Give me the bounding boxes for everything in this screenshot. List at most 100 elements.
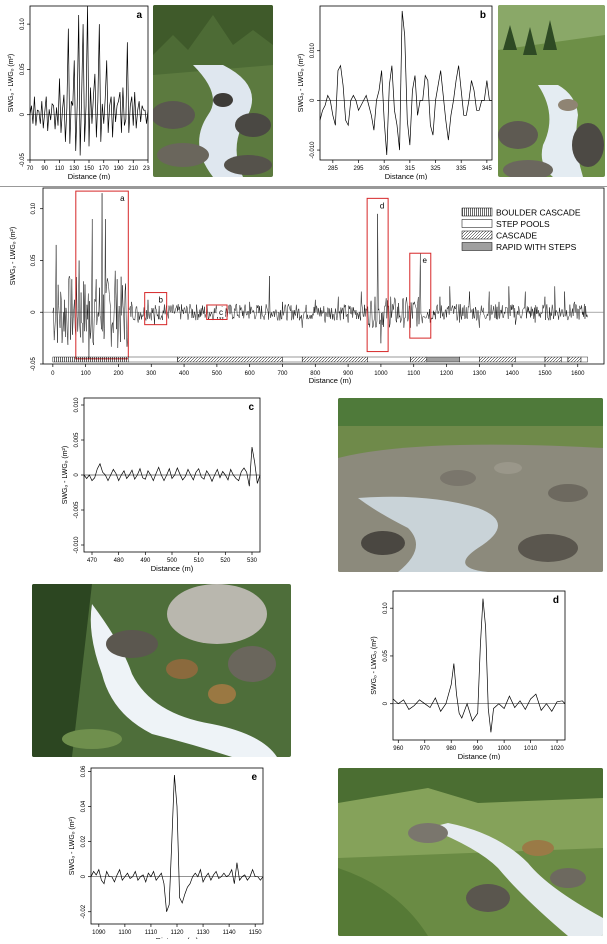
x-tick-label: 230 xyxy=(143,166,150,172)
x-tick-label: 70 xyxy=(27,166,34,172)
x-tick-label: 600 xyxy=(245,371,256,377)
chart-a: 7090110130150170190210230-0.0500.050.10D… xyxy=(0,0,150,180)
morphology-segment-step-pools xyxy=(282,357,302,362)
legend-swatch xyxy=(462,243,492,251)
y-tick-label: -0.05 xyxy=(20,153,26,167)
x-tick-label: 110 xyxy=(55,166,65,172)
x-tick-label: 970 xyxy=(420,746,431,752)
x-tick-label: 1300 xyxy=(473,371,487,377)
y-axis-label: SWGₒ - LWGₒ (m²) xyxy=(371,636,378,694)
morphology-segment-step-pools xyxy=(581,357,588,362)
y-tick-label: 0.02 xyxy=(81,835,87,847)
y-tick-label: 0 xyxy=(81,874,87,878)
x-tick-label: 295 xyxy=(353,166,364,172)
mountain-stream-photo xyxy=(338,768,603,936)
plot-frame xyxy=(393,591,565,740)
y-tick-label: -0.010 xyxy=(310,141,316,159)
x-axis-label: Distance (m) xyxy=(68,172,111,180)
morphology-segment-cascade xyxy=(545,357,561,362)
morphology-segment-cascade xyxy=(568,357,581,362)
legend-swatch xyxy=(462,231,492,239)
x-tick-label: 1600 xyxy=(571,371,585,377)
y-axis-label: SWGₒ - LWGₒ (m²) xyxy=(10,227,17,285)
highlight-label: b xyxy=(158,296,163,305)
x-tick-label: 520 xyxy=(220,558,231,564)
y-tick-label: 0 xyxy=(383,701,389,705)
x-axis-label: Distance (m) xyxy=(151,564,194,573)
y-tick-label: 0.10 xyxy=(20,18,26,30)
y-tick-label: 0 xyxy=(20,112,26,116)
x-tick-label: 980 xyxy=(446,746,457,752)
x-tick-label: 90 xyxy=(41,166,48,172)
morphology-segment-step-pools xyxy=(561,357,568,362)
x-tick-label: 100 xyxy=(81,371,92,377)
y-tick-label: -0.010 xyxy=(74,536,80,554)
highlight-label: a xyxy=(120,194,125,203)
photo-b xyxy=(498,5,605,177)
x-tick-label: 480 xyxy=(114,558,125,564)
x-tick-label: 500 xyxy=(212,371,223,377)
legend-swatch xyxy=(462,220,492,228)
highlight-label: c xyxy=(219,308,223,317)
legend-label: BOULDER CASCADE xyxy=(496,208,581,218)
x-tick-label: 325 xyxy=(431,166,442,172)
mountain-stream-photo xyxy=(153,5,273,177)
legend-label: RAPID WITH STEPS xyxy=(496,242,577,252)
panel-a: 7090110130150170190210230-0.0500.050.10D… xyxy=(0,0,150,180)
morphology-segment-step-pools xyxy=(460,357,480,362)
morphology-segment-cascade xyxy=(410,357,426,362)
panel-letter: e xyxy=(251,772,257,783)
panel-letter: a xyxy=(136,10,142,21)
x-tick-label: 1400 xyxy=(505,371,519,377)
x-axis-label: Distance (m) xyxy=(385,172,428,180)
y-tick-label: 0 xyxy=(31,310,37,314)
x-tick-label: 1010 xyxy=(524,746,538,752)
y-tick-label: 0.10 xyxy=(31,202,37,214)
plot-frame xyxy=(91,768,263,924)
y-tick-label: 0.010 xyxy=(310,43,316,59)
morphology-segment-cascade xyxy=(178,357,283,362)
y-axis-label: SWGₒ - LWGₒ (m²) xyxy=(62,446,69,504)
legend-swatch xyxy=(462,208,492,216)
y-tick-label: 0 xyxy=(74,473,80,477)
x-tick-label: 510 xyxy=(194,558,205,564)
x-tick-label: 1140 xyxy=(223,930,237,936)
mountain-stream-photo xyxy=(498,5,605,177)
x-tick-label: 960 xyxy=(393,746,404,752)
morphology-segment-step-pools xyxy=(128,357,177,362)
x-tick-label: 190 xyxy=(113,166,124,172)
morphology-segment-step-pools xyxy=(368,357,411,362)
waterfall-photo xyxy=(32,584,291,757)
x-axis-label: Distance (m) xyxy=(458,752,501,760)
legend-label: STEP POOLS xyxy=(496,219,550,229)
morphology-segment-cascade xyxy=(302,357,368,362)
x-tick-label: 400 xyxy=(179,371,190,377)
panel-letter: b xyxy=(480,10,486,21)
mountain-stream-photo xyxy=(338,398,603,572)
x-tick-label: 345 xyxy=(482,166,493,172)
y-tick-label: 0.005 xyxy=(74,432,80,448)
y-axis-label: SWGₒ - LWGₒ (m²) xyxy=(69,817,76,875)
x-tick-label: 1200 xyxy=(440,371,454,377)
x-tick-label: 1100 xyxy=(118,930,132,936)
data-series-line xyxy=(320,11,492,155)
data-series-line xyxy=(91,775,263,912)
y-tick-label: 0.010 xyxy=(74,397,80,413)
y-tick-label: -0.005 xyxy=(74,501,80,519)
y-tick-label: 0.05 xyxy=(31,254,37,266)
data-series-line xyxy=(84,447,260,486)
x-tick-label: 1000 xyxy=(374,371,388,377)
x-tick-label: 1100 xyxy=(407,371,421,377)
x-tick-label: 0 xyxy=(51,371,55,377)
panel-letter: c xyxy=(248,402,254,413)
x-tick-label: 1020 xyxy=(550,746,564,752)
y-tick-label: 0.05 xyxy=(20,63,26,75)
y-tick-label: 0.10 xyxy=(383,602,389,614)
